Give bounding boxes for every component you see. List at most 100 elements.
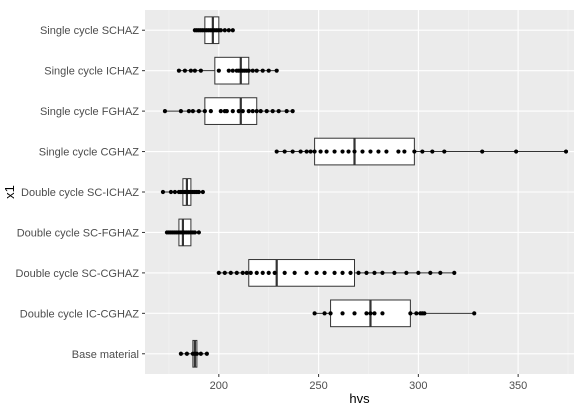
data-point [563,149,569,154]
x-tick-label: 300 [409,380,427,392]
box-iqr [248,259,356,287]
data-point [234,270,239,275]
data-point [360,149,365,154]
data-point [364,311,369,316]
data-point [266,68,271,73]
data-point [196,109,201,114]
data-point [216,68,221,73]
data-point [428,270,433,275]
data-point [266,270,271,275]
data-point [254,68,259,73]
data-point [372,311,377,316]
data-point [304,270,309,275]
data-point [396,149,401,154]
data-point [264,109,269,114]
data-point [356,270,361,275]
data-point [246,109,251,114]
data-point [198,68,203,73]
data-point [392,270,397,275]
data-point [290,109,295,114]
data-point [438,270,443,275]
x-tick-label: 200 [210,380,228,392]
data-point [178,351,184,356]
data-point [228,270,233,275]
data-point [194,351,199,356]
data-point [292,270,297,275]
data-point [222,270,227,275]
data-point [352,149,357,154]
data-point [218,28,223,33]
data-point [376,149,381,154]
data-point [346,149,351,154]
data-point [270,109,275,114]
data-point [224,109,229,114]
data-point [402,149,407,154]
data-point [332,149,337,154]
y-tick-label: Single cycle SCHAZ [40,25,139,37]
data-point [172,189,178,195]
data-point [168,189,174,195]
data-point [420,149,425,154]
data-point [260,68,265,73]
y-tick-label: Double cycle IC-CGHAZ [20,308,139,320]
data-point [162,109,168,114]
data-point [258,109,263,114]
data-point [414,311,419,316]
data-point [332,270,337,275]
y-tick-label: Single cycle CGHAZ [39,147,140,159]
data-point [318,149,323,154]
data-point [368,311,373,316]
data-point [290,149,295,154]
data-point [250,68,255,73]
points-layer [160,28,569,356]
data-point [282,149,287,154]
data-point [204,351,209,356]
data-point [322,311,327,316]
data-point [178,109,184,114]
data-point [276,109,281,114]
data-point [240,109,245,114]
y-tick-label: Double cycle SC-ICHAZ [21,187,139,199]
data-point [472,311,477,316]
y-tick-label: Single cycle FGHAZ [40,106,139,118]
data-point [412,149,417,154]
data-point [230,109,235,114]
data-point [422,311,427,316]
data-point [222,28,227,33]
data-point [182,68,188,73]
data-point [192,68,197,73]
data-point [368,149,373,154]
data-point [198,351,203,356]
y-tick-label: Double cycle SC-CGHAZ [16,268,140,280]
data-point [380,270,385,275]
data-point [190,109,195,114]
data-point [272,270,277,275]
x-tick-label: 350 [509,380,527,392]
data-point [514,149,519,154]
data-point [230,68,235,73]
data-point [372,270,377,275]
data-point [430,149,435,154]
data-point [312,311,317,316]
data-point [196,230,201,235]
y-tick-label: Single cycle ICHAZ [44,66,139,78]
data-point [408,311,413,316]
data-point [304,149,309,154]
data-point [254,109,259,114]
data-point [308,149,313,154]
data-point [352,311,357,316]
data-point [442,149,447,154]
data-point [202,109,207,114]
data-point [160,189,166,195]
data-point [196,189,201,195]
data-point [246,68,251,73]
data-point [340,311,345,316]
data-point [188,68,193,73]
data-point [200,189,205,195]
data-point [284,109,289,114]
data-point [348,270,353,275]
data-point [186,109,191,114]
data-point [322,270,327,275]
data-point [416,270,421,275]
data-point [192,230,197,235]
